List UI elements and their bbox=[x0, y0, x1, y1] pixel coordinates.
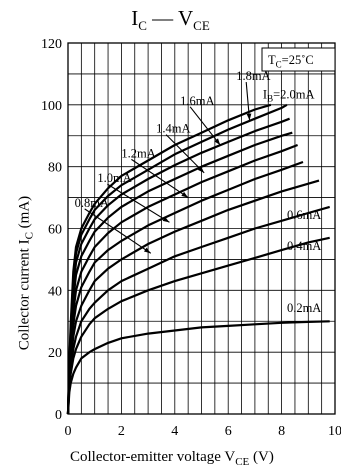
condition-sub: C bbox=[275, 59, 282, 70]
curve-label-0.2mA: 0.2mA bbox=[287, 301, 321, 315]
title-main: I bbox=[131, 6, 139, 30]
y-tick-label: 20 bbox=[48, 346, 62, 361]
arrow-head bbox=[246, 113, 252, 121]
x-tick-label: 6 bbox=[225, 424, 232, 439]
condition-post: =25˚C bbox=[281, 53, 314, 67]
x-axis-label-sub: CE bbox=[235, 456, 250, 468]
curve-label-1.4mA: 1.4mA bbox=[156, 122, 190, 136]
condition-pre: T bbox=[268, 53, 276, 67]
title-sub-ce: CE bbox=[193, 18, 210, 34]
curve-label-1.8mA: 1.8mA bbox=[236, 69, 270, 83]
y-tick-label: 100 bbox=[41, 99, 62, 114]
series-line-0.4mA bbox=[66, 236, 330, 415]
arrow-head bbox=[197, 166, 205, 173]
y-axis-label: Collector current IC (mA) bbox=[17, 153, 36, 393]
x-tick-label: 2 bbox=[118, 424, 125, 439]
x-tick-label: 10 bbox=[328, 424, 341, 439]
condition-box bbox=[261, 47, 336, 72]
plot-frame bbox=[67, 42, 336, 415]
chart-title: IC — VCE bbox=[0, 6, 341, 34]
x-axis-label: Collector-emitter voltage VCE (V) bbox=[70, 449, 274, 468]
x-tick-label: 8 bbox=[278, 424, 285, 439]
title-sub-c: C bbox=[138, 18, 147, 34]
curve-label-0.8mA: 0.8mA bbox=[75, 196, 109, 210]
series-line-0.2mA bbox=[66, 320, 330, 415]
arrow-line bbox=[84, 208, 152, 254]
x-tick-label: 4 bbox=[171, 424, 178, 439]
temperature-condition: TC=25˚C bbox=[268, 53, 314, 70]
arrow-line bbox=[131, 158, 189, 199]
title-dash: — V bbox=[146, 6, 194, 30]
x-axis-label-text: Collector-emitter voltage V bbox=[70, 449, 236, 465]
curve-label-1.2mA: 1.2mA bbox=[121, 146, 155, 160]
y-axis-label-unit: (mA) bbox=[16, 195, 33, 233]
y-axis-label-sub: C bbox=[23, 232, 36, 240]
series-line-1.6mA bbox=[66, 117, 290, 415]
curve-label-0.6mA: 0.6mA bbox=[287, 208, 321, 222]
arrow-head bbox=[181, 191, 189, 198]
curve-label-1.6mA: 1.6mA bbox=[180, 94, 214, 108]
arrow-head bbox=[143, 247, 151, 254]
y-tick-label: 120 bbox=[41, 37, 62, 52]
y-tick-label: 80 bbox=[48, 161, 62, 176]
y-tick-label: 0 bbox=[55, 408, 62, 423]
y-axis-label-text: Collector current I bbox=[16, 239, 33, 351]
arrow-head bbox=[214, 138, 221, 146]
arrow-head bbox=[162, 216, 170, 223]
y-tick-label: 40 bbox=[48, 284, 62, 299]
curve-label-0.4mA: 0.4mA bbox=[287, 239, 321, 253]
curve-label-2.0mA: IB=2.0mA bbox=[263, 88, 315, 104]
arrow-line bbox=[189, 106, 221, 146]
series-line-0.6mA bbox=[66, 205, 331, 415]
curve-label-1.0mA: 1.0mA bbox=[97, 171, 131, 185]
x-axis-label-unit: (V) bbox=[249, 449, 274, 465]
arrow-line bbox=[107, 183, 170, 223]
y-tick-label: 60 bbox=[48, 223, 62, 238]
x-tick-label: 0 bbox=[65, 424, 72, 439]
series-line-2.0mA bbox=[66, 103, 272, 415]
arrow-line bbox=[165, 134, 205, 174]
